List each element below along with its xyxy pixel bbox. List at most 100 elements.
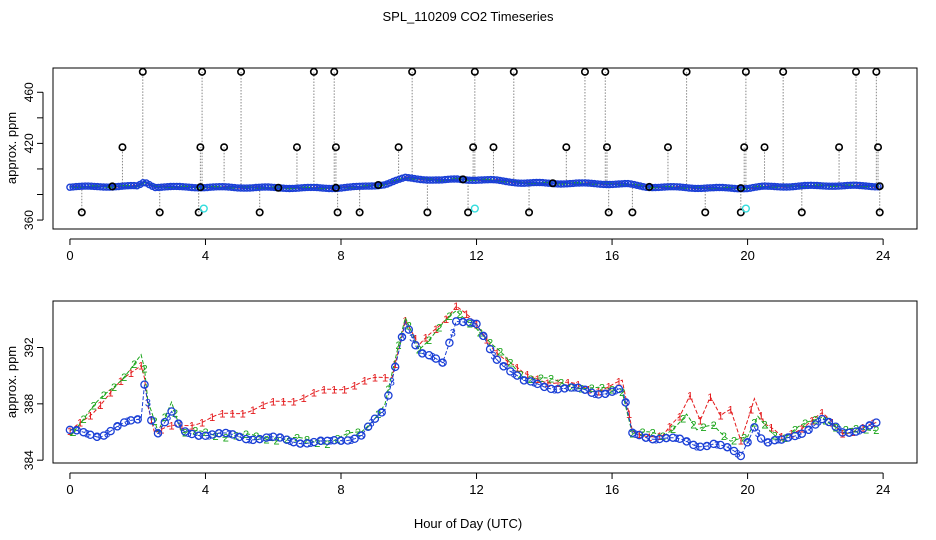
bottom-plot-frame: [52, 300, 918, 464]
series-1-marker: 1: [189, 420, 195, 432]
black-point: [309, 67, 318, 76]
black-point: [509, 67, 518, 76]
series-3-point: [580, 385, 590, 394]
black-point: [740, 143, 749, 152]
series-3-point: [811, 420, 820, 429]
black-point: [220, 143, 229, 152]
series-3-point: [350, 434, 359, 444]
series-3-marker: 3: [216, 428, 222, 440]
series-2-marker: 2: [396, 340, 402, 352]
black-point: [489, 143, 498, 152]
black-point: [194, 208, 203, 217]
black-point: [255, 208, 264, 217]
y-tick-label: 460: [22, 82, 36, 102]
black-point: [196, 143, 205, 152]
series-2-marker: 2: [548, 374, 554, 386]
series-3-marker: 3: [724, 442, 730, 454]
black-point: [374, 181, 383, 190]
series-3-point: [424, 350, 434, 360]
series-1-marker: 1: [352, 381, 358, 393]
series-1-marker: 1: [677, 411, 683, 423]
series-3-point: [614, 384, 624, 394]
series-1-marker: 1: [778, 431, 784, 443]
black-point: [548, 179, 557, 188]
series-3-marker: 3: [165, 412, 171, 424]
series-3-point: [133, 415, 142, 424]
series-3-marker: 3: [704, 441, 710, 453]
series-3-marker: 3: [745, 437, 751, 449]
series-3-point: [492, 355, 502, 364]
black-point: [601, 67, 610, 76]
black-point: [274, 183, 283, 192]
black-point: [875, 182, 884, 191]
series-3-point: [397, 332, 407, 342]
series-2-marker: 2: [792, 424, 798, 436]
series-1-marker: 1: [463, 309, 469, 321]
series-2-marker: 2: [731, 435, 737, 447]
series-1-marker: 1: [169, 421, 175, 433]
series-1-marker: 1: [67, 426, 73, 438]
series-2-marker: 2: [101, 390, 107, 402]
series-1-marker: 1: [280, 396, 286, 408]
series-1-marker: 1: [331, 385, 337, 397]
series-1-marker: 1: [494, 348, 500, 360]
black-point: [333, 208, 342, 217]
series-2-marker: 2: [538, 373, 544, 385]
series-3-point: [160, 417, 170, 427]
series-2-marker: 2: [274, 436, 280, 448]
black-point: [741, 67, 750, 76]
series-3-marker: 3: [338, 436, 344, 448]
series-3-marker: 3: [582, 385, 588, 397]
series-3-point: [377, 408, 386, 417]
series-2-marker: 2: [619, 387, 625, 399]
series-3-point: [756, 434, 766, 443]
blue-point: [871, 183, 879, 191]
series-2-marker: 2: [711, 420, 717, 432]
x-tick-label: 4: [202, 248, 209, 263]
series-3-marker: 3: [368, 418, 374, 430]
black-point: [77, 208, 86, 217]
series-1-marker: 1: [423, 333, 429, 345]
series-2-marker: 2: [507, 358, 513, 370]
series-3-point: [804, 425, 813, 435]
series-3-marker: 3: [826, 417, 832, 429]
series-1-marker: 1: [616, 376, 622, 388]
series-3-point: [370, 414, 380, 423]
black-point: [138, 67, 147, 76]
series-3-point: [729, 446, 739, 456]
series-1-marker: 1: [473, 319, 479, 331]
series-3-marker: 3: [277, 433, 283, 445]
series-1-marker: 1: [524, 369, 530, 381]
series-1-marker: 1: [301, 393, 307, 405]
y-tick-label: 392: [22, 337, 36, 357]
series-1-marker: 1: [717, 411, 723, 423]
black-point: [736, 208, 745, 217]
series-2-marker: 2: [761, 419, 767, 431]
black-point: [779, 67, 788, 76]
series-3-marker: 3: [785, 433, 791, 445]
series-2-marker: 2: [629, 429, 635, 441]
series-1-marker: 1: [321, 385, 327, 397]
series-1-marker: 1: [372, 373, 378, 385]
series-1-marker: 1: [219, 409, 225, 421]
series-1-marker: 1: [158, 424, 164, 436]
series-2-marker: 2: [873, 425, 879, 437]
series-1-marker: 1: [87, 411, 93, 423]
series-1-marker: 1: [362, 375, 368, 387]
series-1-marker: 1: [656, 431, 662, 443]
series-3-point: [438, 358, 447, 367]
y-tick-label: 384: [22, 450, 36, 470]
series-3-marker: 3: [806, 425, 812, 437]
series-1-marker: 1: [667, 422, 673, 434]
series-1-marker: 1: [412, 334, 418, 346]
series-3-point: [797, 429, 807, 438]
x-tick-label: 12: [469, 248, 483, 263]
series-3-marker: 3: [562, 383, 568, 395]
series-1-marker: 1: [433, 324, 439, 336]
series-3-point: [499, 362, 508, 371]
top-panel-marks: [66, 67, 884, 217]
series-3-marker: 3: [501, 361, 507, 373]
black-point: [464, 208, 473, 217]
top-y-axis-label: approx. ppm: [4, 112, 19, 184]
